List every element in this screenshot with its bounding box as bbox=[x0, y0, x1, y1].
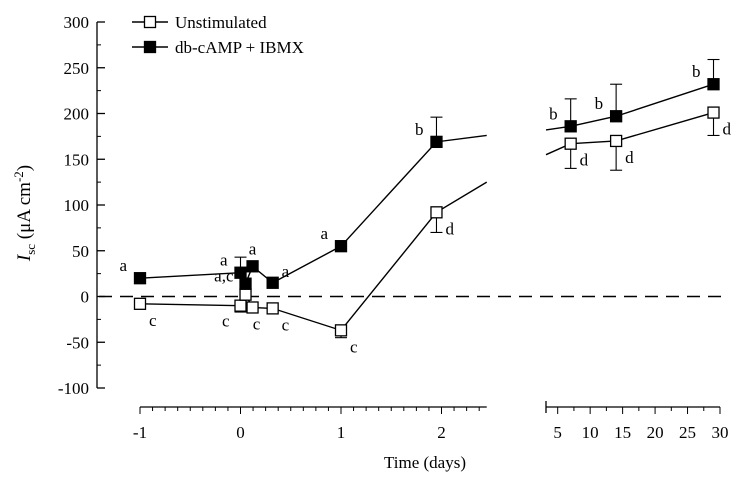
x-tick-label: -1 bbox=[133, 423, 147, 442]
data-label: b bbox=[692, 62, 701, 81]
data-label: c bbox=[253, 314, 261, 333]
data-point bbox=[266, 302, 279, 315]
legend: Unstimulated db-cAMP + IBMX bbox=[132, 13, 304, 57]
legend-marker bbox=[143, 15, 157, 29]
y-axis: -100 -50 0 50 100 150 200 250 300 bbox=[58, 13, 105, 398]
legend-label: db-cAMP + IBMX bbox=[175, 38, 304, 57]
series-unstimulated: c c c c c d d d d bbox=[133, 106, 732, 356]
data-point bbox=[239, 277, 252, 290]
data-label: a,c bbox=[214, 267, 234, 286]
data-point bbox=[564, 120, 577, 133]
data-label: c bbox=[350, 337, 358, 356]
data-label: a bbox=[249, 239, 257, 258]
y-axis-label-units-sup: -2 bbox=[11, 171, 26, 182]
y-tick-label: 100 bbox=[64, 196, 90, 215]
data-label: d bbox=[580, 151, 589, 170]
data-point bbox=[246, 260, 259, 273]
data-point bbox=[334, 324, 348, 337]
y-axis-label-units: (μA cm bbox=[14, 182, 35, 244]
series-line-right bbox=[545, 111, 714, 156]
y-tick-label: 50 bbox=[72, 242, 89, 261]
data-point bbox=[246, 301, 259, 314]
y-axis-label-sub: sc bbox=[23, 244, 38, 255]
data-point bbox=[707, 106, 720, 119]
data-point bbox=[133, 272, 147, 285]
data-point bbox=[564, 137, 577, 150]
data-label: a bbox=[320, 224, 328, 243]
series-line-left bbox=[139, 181, 488, 332]
y-tick-label: -50 bbox=[66, 333, 89, 352]
y-tick-label: 0 bbox=[81, 288, 90, 307]
legend-label: Unstimulated bbox=[175, 13, 267, 32]
x-axis: -1 0 1 2 5 10 15 20 25 30 bbox=[133, 401, 729, 442]
data-point bbox=[609, 110, 623, 123]
y-tick-label: 300 bbox=[64, 13, 90, 32]
data-point bbox=[430, 206, 443, 219]
x-tick-label: 30 bbox=[712, 423, 729, 442]
data-label: b bbox=[549, 104, 558, 123]
data-point bbox=[239, 288, 252, 301]
data-label: b bbox=[595, 94, 604, 113]
data-point bbox=[133, 297, 147, 310]
y-tick-label: 200 bbox=[64, 105, 90, 124]
series-line-right bbox=[545, 83, 714, 131]
x-tick-label: 1 bbox=[337, 423, 346, 442]
legend-marker bbox=[143, 40, 157, 54]
data-label: c bbox=[149, 311, 157, 330]
y-tick-label: 250 bbox=[64, 59, 90, 78]
x-tick-label: 20 bbox=[647, 423, 664, 442]
x-tick-label: 2 bbox=[437, 423, 446, 442]
data-label: a bbox=[220, 251, 228, 270]
y-tick-label: 150 bbox=[64, 150, 90, 169]
data-label: a bbox=[282, 262, 290, 281]
y-axis-label-units-end: ) bbox=[14, 165, 35, 171]
y-axis-label: Isc (μA cm-2) bbox=[11, 165, 38, 262]
data-point bbox=[234, 299, 247, 312]
data-label: d bbox=[445, 219, 454, 238]
data-label: c bbox=[282, 315, 290, 334]
data-point bbox=[707, 78, 720, 91]
data-label: d bbox=[723, 120, 732, 139]
data-point bbox=[430, 135, 443, 149]
x-tick-label: 0 bbox=[236, 423, 245, 442]
data-point bbox=[234, 266, 247, 279]
data-point bbox=[609, 134, 623, 148]
data-label: b bbox=[415, 120, 424, 139]
data-label: d bbox=[625, 148, 634, 167]
y-tick-label: -100 bbox=[58, 379, 89, 398]
x-axis-label: Time (days) bbox=[384, 453, 466, 472]
data-point bbox=[266, 276, 279, 289]
x-tick-label: 25 bbox=[679, 423, 696, 442]
x-tick-label: 15 bbox=[614, 423, 631, 442]
data-label: a bbox=[119, 256, 127, 275]
data-label: c bbox=[222, 312, 230, 331]
x-tick-label: 5 bbox=[553, 423, 562, 442]
x-tick-label: 10 bbox=[582, 423, 599, 442]
data-point bbox=[334, 240, 348, 253]
y-axis-label-main: I bbox=[14, 253, 35, 262]
